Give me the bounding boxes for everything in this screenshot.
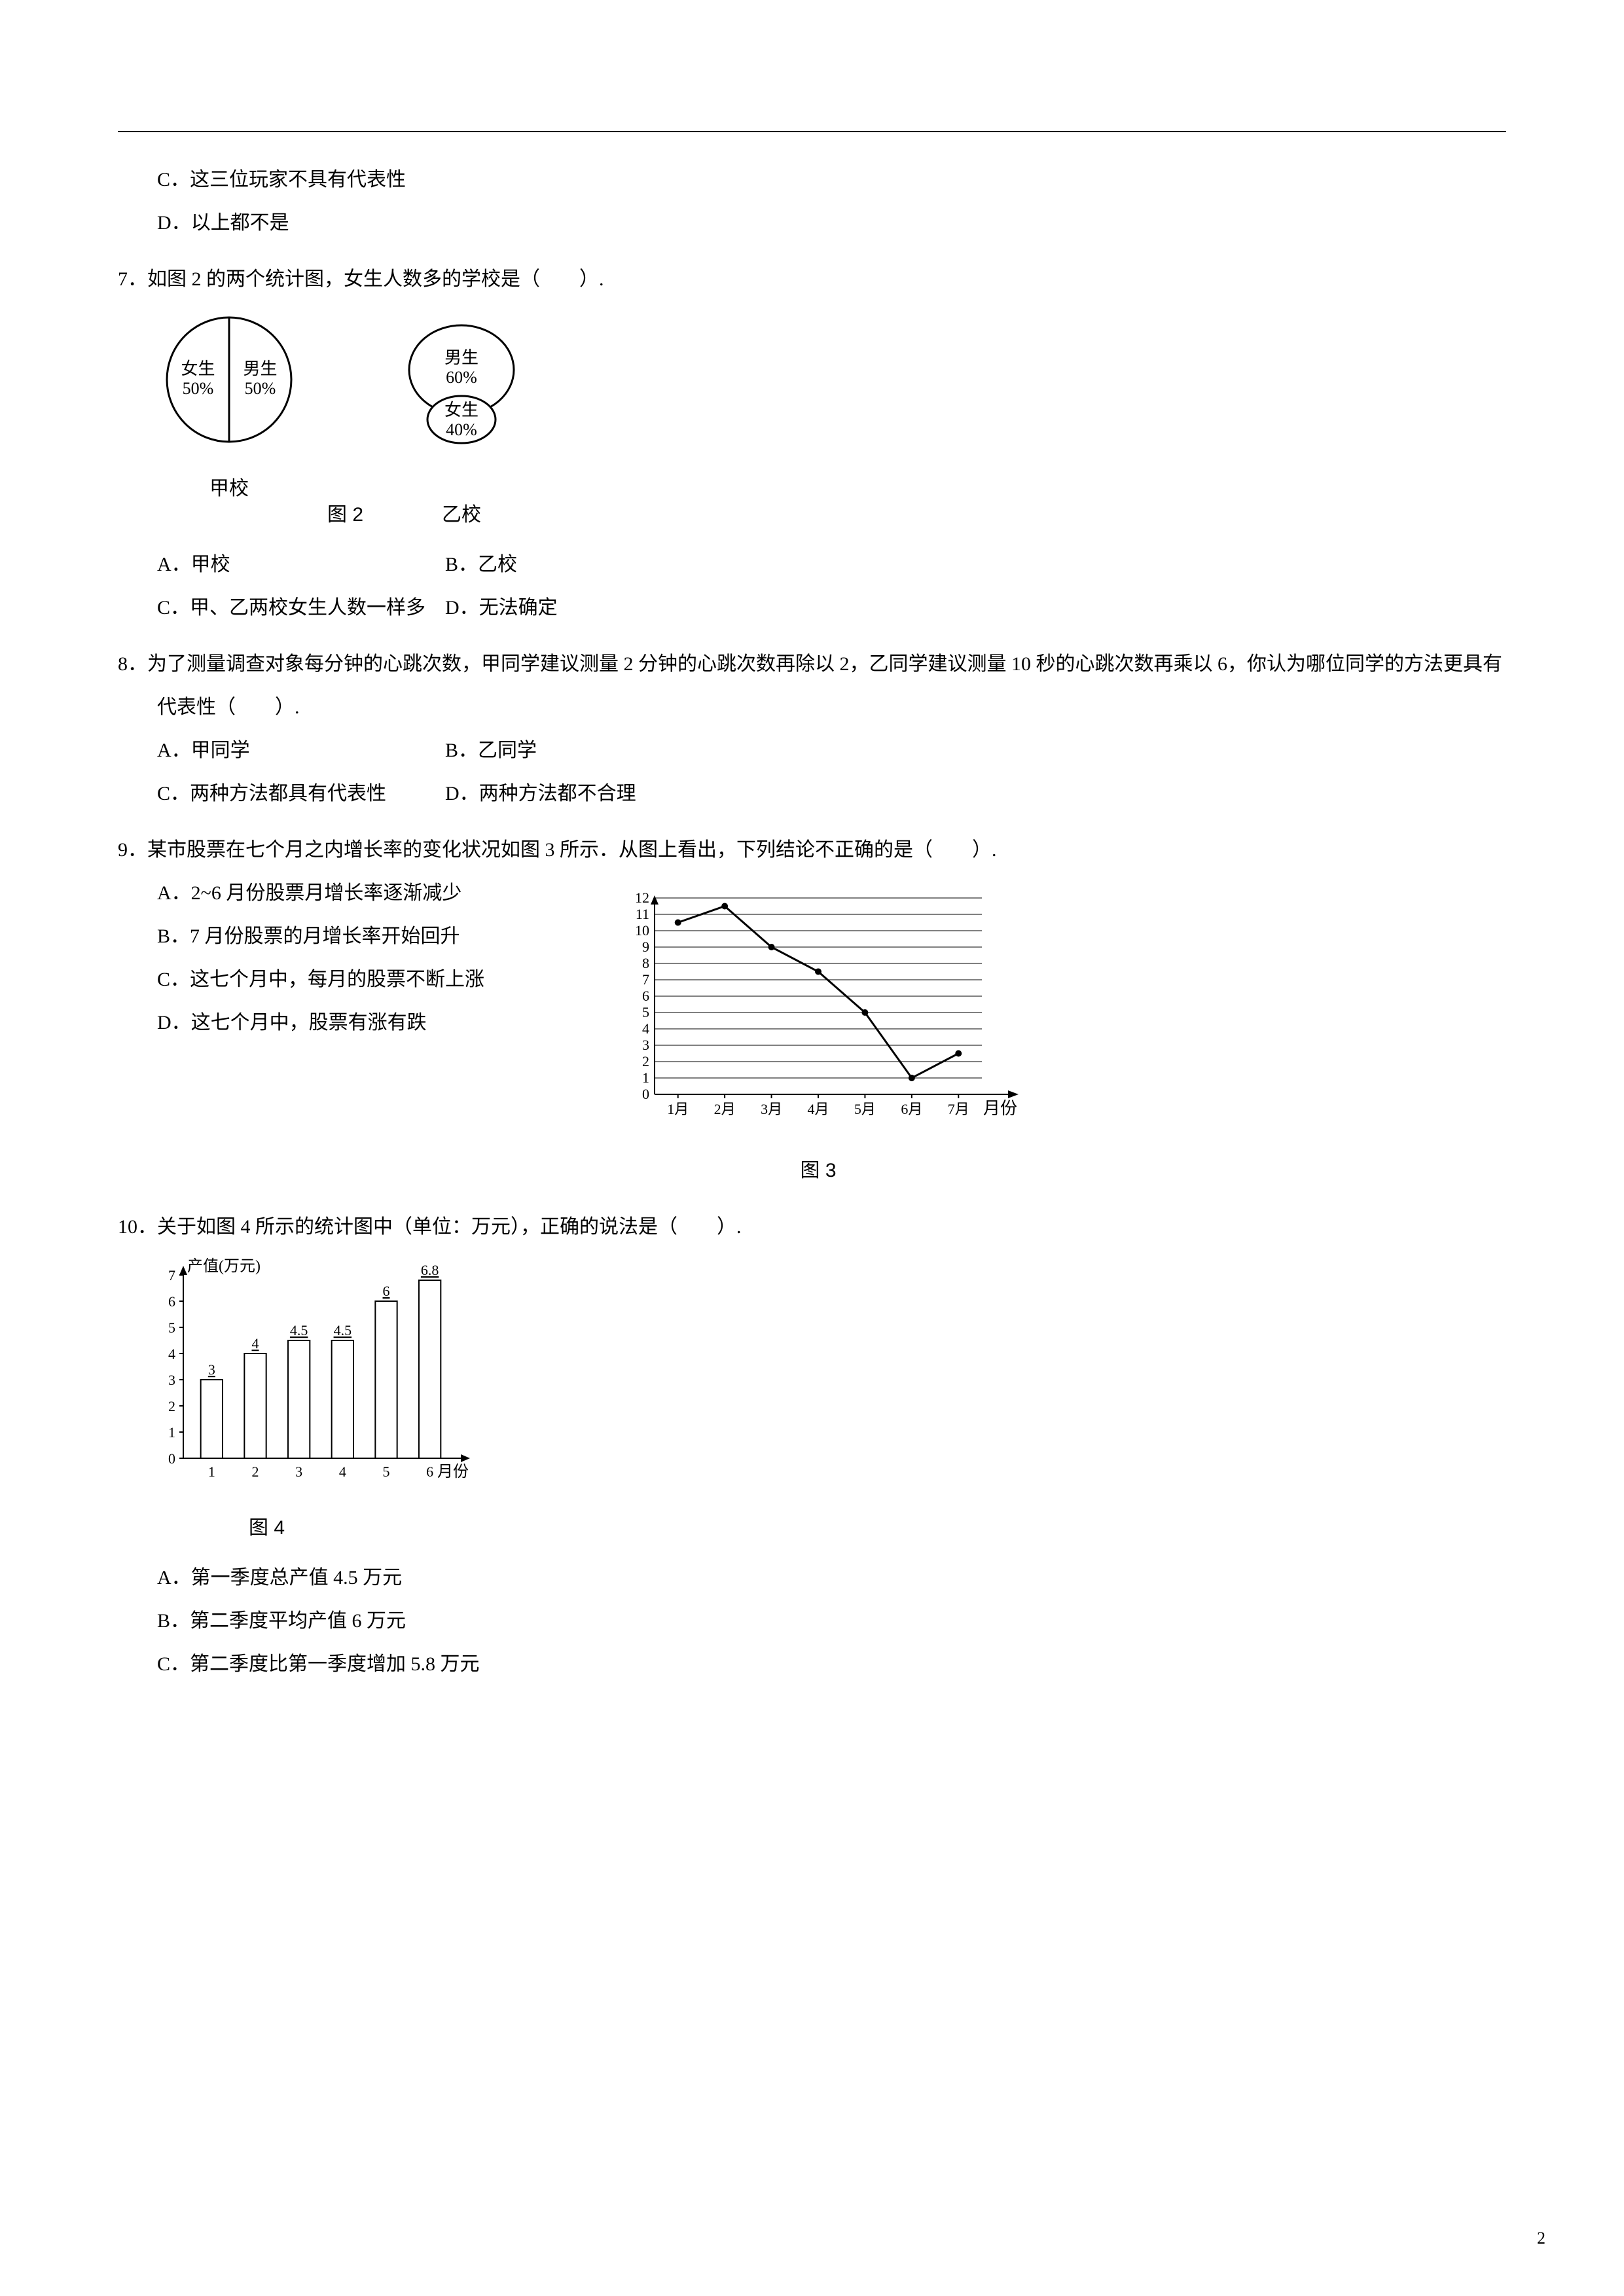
svg-text:2月: 2月 <box>714 1101 736 1117</box>
fig4-label: 图 4 <box>144 1507 1506 1550</box>
svg-text:5: 5 <box>168 1319 175 1336</box>
q10: 10．关于如图 4 所示的统计图中（单位：万元），正确的说法是（ ）. 0 1 2 3… <box>118 1206 1506 1686</box>
q8-opts-row1: A．甲同学 B．乙同学 <box>118 729 1506 772</box>
q8: 8．为了测量调查对象每分钟的心跳次数，甲同学建议测量 2 分钟的心跳次数再除以 … <box>118 643 1506 816</box>
svg-text:产值(万元): 产值(万元) <box>187 1257 261 1275</box>
pie-chart-1: 男生50%女生50% <box>157 308 301 452</box>
svg-text:10: 10 <box>635 922 649 939</box>
pie2-name: 乙校 <box>389 493 533 537</box>
svg-text:9: 9 <box>642 939 649 955</box>
svg-text:7: 7 <box>168 1267 175 1283</box>
svg-text:11: 11 <box>636 906 649 922</box>
q10-opt-b: B．第二季度平均产值 6 万元 <box>118 1600 1506 1643</box>
svg-text:3: 3 <box>295 1463 302 1480</box>
q7-stem: 7．如图 2 的两个统计图，女生人数多的学校是（ ）. <box>118 258 1506 301</box>
svg-text:女生: 女生 <box>181 359 215 378</box>
q8-opt-d: D．两种方法都不合理 <box>445 772 733 816</box>
page-number: 2 <box>1537 2219 1545 2257</box>
svg-text:3: 3 <box>168 1372 175 1388</box>
svg-text:4: 4 <box>339 1463 346 1480</box>
q10-opt-a: A．第一季度总产值 4.5 万元 <box>118 1556 1506 1600</box>
q8-opt-c: C．两种方法都具有代表性 <box>157 772 445 816</box>
line-chart-fig3: 12345678910111201月2月3月4月5月6月7月月份 <box>615 885 1021 1134</box>
q8-opt-b: B．乙同学 <box>445 729 733 772</box>
svg-text:50%: 50% <box>245 379 276 398</box>
q8-stem: 8．为了测量调查对象每分钟的心跳次数，甲同学建议测量 2 分钟的心跳次数再除以 … <box>118 643 1506 729</box>
q8-opt-a: A．甲同学 <box>157 729 445 772</box>
svg-text:40%: 40% <box>446 420 477 439</box>
svg-text:月份: 月份 <box>437 1463 469 1480</box>
q9: 9．某市股票在七个月之内增长率的变化状况如图 3 所示．从图上看出，下列结论不正… <box>118 829 1506 1193</box>
q8-opts-row2: C．两种方法都具有代表性 D．两种方法都不合理 <box>118 772 1506 816</box>
svg-text:0: 0 <box>642 1086 649 1102</box>
svg-text:7: 7 <box>642 971 649 988</box>
svg-text:1: 1 <box>642 1069 649 1086</box>
svg-text:月份: 月份 <box>983 1099 1017 1118</box>
svg-text:6: 6 <box>383 1283 390 1299</box>
q7-opt-a: A．甲校 <box>157 543 445 586</box>
svg-text:4月: 4月 <box>807 1101 829 1117</box>
q10-opt-c: C．第二季度比第一季度增加 5.8 万元 <box>118 1643 1506 1686</box>
svg-text:6.8: 6.8 <box>421 1262 439 1278</box>
q6-opt-d: D．以上都不是 <box>118 202 1506 245</box>
q6-opt-c: C．这三位玩家不具有代表性 <box>118 158 1506 202</box>
q9-opt-c: C．这七个月中，每月的股票不断上涨 <box>118 958 615 1001</box>
svg-text:男生: 男生 <box>243 359 277 378</box>
svg-text:4: 4 <box>252 1335 259 1352</box>
svg-text:5月: 5月 <box>854 1101 876 1117</box>
svg-text:4: 4 <box>642 1020 649 1037</box>
svg-text:1月: 1月 <box>667 1101 689 1117</box>
svg-text:3月: 3月 <box>761 1101 782 1117</box>
pie1-container: 男生50%女生50% 甲校 <box>157 308 301 537</box>
pie-chart-2: 男生60% 女生40% <box>389 308 533 478</box>
svg-text:4: 4 <box>168 1346 175 1362</box>
q6-options-continued: C．这三位玩家不具有代表性 D．以上都不是 <box>118 158 1506 245</box>
q7-opt-b: B．乙校 <box>445 543 733 586</box>
svg-text:8: 8 <box>642 955 649 971</box>
pie1-name: 甲校 <box>157 467 301 511</box>
svg-text:60%: 60% <box>446 368 477 387</box>
q7: 7．如图 2 的两个统计图，女生人数多的学校是（ ）. 男生50%女生50% 甲… <box>118 258 1506 630</box>
svg-text:6: 6 <box>642 988 649 1004</box>
svg-text:3: 3 <box>642 1037 649 1053</box>
svg-text:6月: 6月 <box>901 1101 922 1117</box>
svg-text:2: 2 <box>168 1398 175 1414</box>
svg-text:0: 0 <box>168 1450 175 1467</box>
svg-text:女生: 女生 <box>444 401 478 420</box>
q7-opts-row2: C．甲、乙两校女生人数一样多 D．无法确定 <box>118 586 1506 630</box>
svg-text:2: 2 <box>642 1053 649 1069</box>
svg-text:1: 1 <box>168 1424 175 1441</box>
q7-figure: 男生50%女生50% 甲校 图 2 男生60%女生40% 乙校 <box>157 308 1506 537</box>
q9-opt-b: B．7 月份股票的月增长率开始回升 <box>118 915 615 958</box>
q7-opts-row1: A．甲校 B．乙校 <box>118 543 1506 586</box>
q7-opt-c: C．甲、乙两校女生人数一样多 <box>157 586 445 630</box>
pie2-container: 男生60% 女生40% 乙校 <box>389 308 533 537</box>
svg-text:5: 5 <box>383 1463 390 1480</box>
fig2-label: 图 2 <box>327 493 363 537</box>
svg-text:3: 3 <box>208 1361 215 1378</box>
q9-stem: 9．某市股票在七个月之内增长率的变化状况如图 3 所示．从图上看出，下列结论不正… <box>118 829 1506 872</box>
svg-text:6: 6 <box>426 1463 433 1480</box>
svg-text:50%: 50% <box>183 379 214 398</box>
svg-text:7月: 7月 <box>948 1101 969 1117</box>
svg-text:1: 1 <box>208 1463 215 1480</box>
svg-text:2: 2 <box>252 1463 259 1480</box>
fig2-label-wrap: 图 2 <box>327 493 363 537</box>
q9-opt-d: D．这七个月中，股票有涨有跌 <box>118 1001 615 1045</box>
svg-text:男生: 男生 <box>444 348 478 367</box>
bar-chart-fig4: 01234567产值(万元)31424.534.54656.86月份 <box>144 1255 471 1491</box>
svg-text:12: 12 <box>635 889 649 906</box>
q9-opt-a: A．2~6 月份股票月增长率逐渐减少 <box>118 872 615 915</box>
top-rule <box>118 131 1506 132</box>
svg-text:4.5: 4.5 <box>290 1322 308 1338</box>
svg-text:6: 6 <box>168 1293 175 1310</box>
svg-text:5: 5 <box>642 1004 649 1020</box>
svg-text:4.5: 4.5 <box>334 1322 352 1338</box>
fig3-label: 图 3 <box>615 1149 1021 1193</box>
q10-stem: 10．关于如图 4 所示的统计图中（单位：万元），正确的说法是（ ）. <box>118 1206 1506 1249</box>
q7-opt-d: D．无法确定 <box>445 586 733 630</box>
